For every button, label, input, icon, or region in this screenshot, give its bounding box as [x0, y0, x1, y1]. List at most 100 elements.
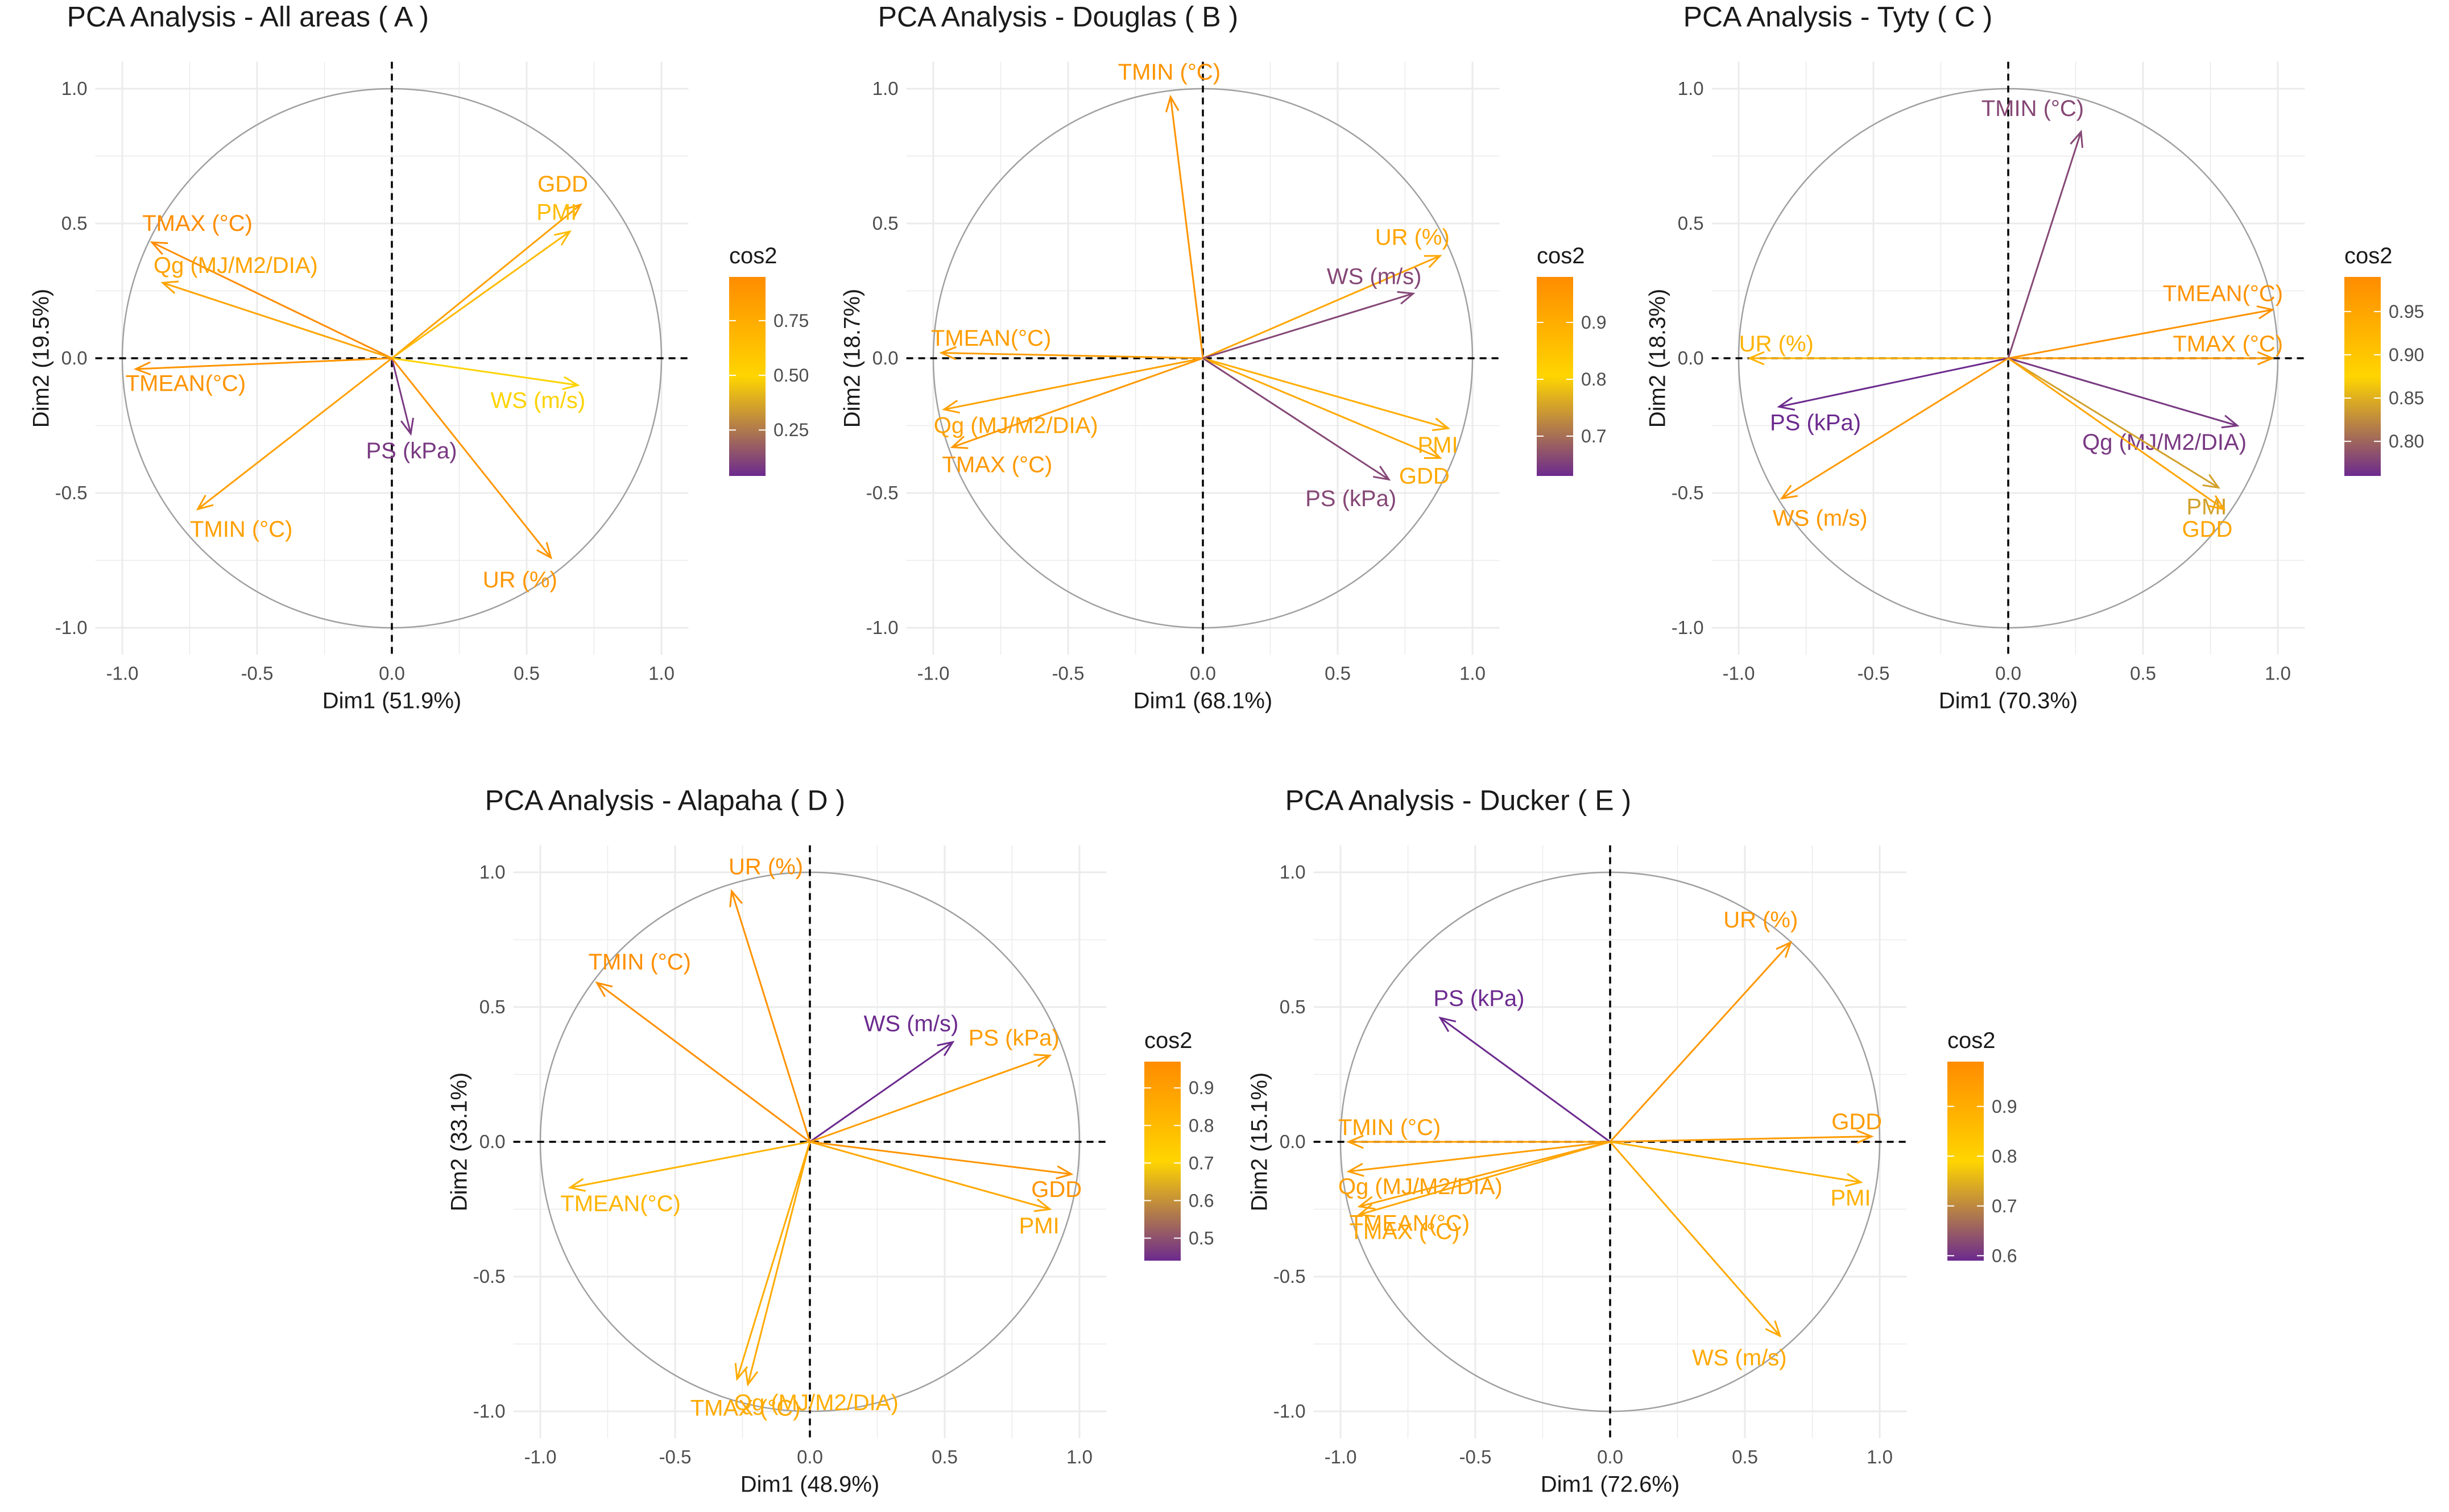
variable-label: Qg (MJ/M2/DIA) [154, 253, 318, 278]
x-tick-label: 0.0 [1995, 662, 2021, 683]
x-tick-label: 0.5 [514, 662, 540, 683]
variable-label: GDD [1831, 1109, 1882, 1134]
y-tick-label: 1.0 [61, 78, 88, 99]
x-axis-label: Dim1 (48.9%) [741, 1472, 880, 1497]
legend-tick-label: 0.7 [1992, 1196, 2017, 1216]
x-tick-label: 1.0 [1867, 1446, 1893, 1467]
legend-color-bar [1537, 277, 1573, 476]
arrow-head [2257, 351, 2275, 366]
x-tick-label: 1.0 [1066, 1446, 1093, 1467]
legend-tick-label: 0.8 [1581, 369, 1606, 390]
variable-label: TMIN (°C) [190, 517, 292, 542]
arrow-head [1845, 1173, 1863, 1187]
arrow-head [1033, 1198, 1052, 1212]
cos2-legend: cos2 0.80 0.85 0.90 0.95 [2344, 243, 2424, 476]
arrow-head [942, 399, 960, 414]
arrow-head [2070, 130, 2083, 148]
variable-arrow [2007, 131, 2082, 359]
variable-arrow [944, 357, 1203, 411]
arrow-head [1397, 291, 1416, 305]
legend-color-bar [1144, 1062, 1181, 1261]
y-tick-label: 1.0 [1678, 78, 1704, 99]
arrow-head [595, 981, 613, 997]
x-tick-label: 0.5 [1325, 662, 1351, 683]
legend-tick-label: 0.9 [1992, 1096, 2017, 1117]
variable-arrow [1439, 1017, 1611, 1143]
y-tick-label: -1.0 [1273, 1401, 1306, 1422]
variable-label: PMI [1417, 433, 1458, 458]
variable-label: PS (kPa) [1770, 411, 1861, 436]
y-tick-label: 1.0 [872, 78, 899, 99]
variable-label: TMEAN(°C) [931, 326, 1052, 351]
variable-arrow [1169, 97, 1204, 359]
x-tick-label: 0.5 [932, 1446, 958, 1467]
x-tick-label: 0.5 [1732, 1446, 1758, 1467]
arrow-head [729, 889, 743, 908]
legend-color-bar [729, 277, 766, 476]
arrow-head [1373, 466, 1391, 481]
y-tick-label: 0.0 [61, 347, 88, 368]
arrow-head [1777, 396, 1796, 411]
y-tick-label: -1.0 [1672, 617, 1704, 638]
legend-tick-label: 0.85 [2389, 388, 2424, 408]
variable-arrow [1359, 1141, 1611, 1216]
variable-arrow [1202, 255, 1441, 359]
legend-tick-label: 0.8 [1992, 1146, 2017, 1166]
x-tick-label: -0.5 [1052, 662, 1085, 683]
variable-arrow [1202, 357, 1441, 459]
variable-label: WS (m/s) [1327, 264, 1422, 289]
y-tick-label: 0.0 [1280, 1131, 1306, 1152]
y-axis-label: Dim2 (33.1%) [447, 1072, 472, 1212]
legend-tick-label: 0.90 [2389, 345, 2424, 365]
x-tick-label: -0.5 [241, 662, 274, 683]
legend-title: cos2 [1537, 243, 1585, 268]
chart-title: PCA Analysis - Ducker ( E ) [1285, 785, 1632, 817]
legend-tick-label: 0.50 [773, 365, 809, 386]
x-tick-label: -1.0 [524, 1446, 557, 1467]
x-axis-label: Dim1 (68.1%) [1134, 688, 1273, 713]
arrow-head [937, 1041, 955, 1057]
y-tick-label: -0.5 [866, 482, 899, 503]
arrow-head [1056, 1165, 1074, 1180]
y-tick-label: -1.0 [473, 1401, 506, 1422]
arrow-head [1346, 1134, 1364, 1149]
variable-arrow [1202, 357, 1389, 480]
arrow-head [1747, 351, 1765, 366]
y-tick-label: 0.5 [872, 213, 899, 234]
y-tick-label: -0.5 [55, 482, 88, 503]
legend-tick-label: 0.80 [2389, 431, 2424, 451]
x-tick-label: -1.0 [106, 662, 139, 683]
x-tick-label: -1.0 [917, 662, 950, 683]
variable-label: UR (%) [1375, 225, 1450, 250]
legend-tick-label: 0.75 [773, 310, 809, 331]
y-tick-label: -1.0 [55, 617, 88, 638]
variable-label: UR (%) [483, 567, 557, 593]
variable-label: TMAX (°C) [690, 1396, 801, 1421]
variable-arrow [941, 352, 1203, 359]
variable-label: UR (%) [1739, 332, 1814, 357]
variable-label: GDD [2182, 517, 2232, 542]
variable-label: PS (kPa) [969, 1025, 1060, 1050]
variable-label: Qg (MJ/M2/DIA) [2082, 430, 2247, 455]
x-axis-label: Dim1 (51.9%) [322, 688, 462, 713]
variable-label: TMAX (°C) [142, 211, 253, 236]
arrow-head [1165, 94, 1180, 113]
arrow-head [133, 361, 151, 376]
legend-tick-label: 0.6 [1992, 1245, 2017, 1266]
pca-panel-5: -1.0 -0.5 0.0 0.5 1.0 -1.0 -0.5 0.0 0.5 1.0 Dim1 (… [1247, 785, 2017, 1497]
variable-arrow [736, 1141, 811, 1380]
arrow-head [1357, 1196, 1376, 1210]
arrow-head [1780, 484, 1798, 500]
variable-arrow [1778, 357, 2009, 408]
legend-color-bar [1947, 1062, 1984, 1261]
variable-arrow [731, 890, 811, 1142]
y-axis-label: Dim2 (18.7%) [840, 289, 865, 428]
chart-title: PCA Analysis - Douglas ( B ) [878, 1, 1239, 33]
variable-label: Qg (MJ/M2/DIA) [934, 413, 1098, 438]
arrow-head [400, 417, 415, 436]
variable-label: TMAX (°C) [2173, 332, 2283, 357]
y-axis-label: Dim2 (15.1%) [1247, 1072, 1272, 1212]
arrow-head [734, 1362, 748, 1381]
variable-arrow [1202, 292, 1414, 359]
variable-arrow [391, 358, 412, 434]
